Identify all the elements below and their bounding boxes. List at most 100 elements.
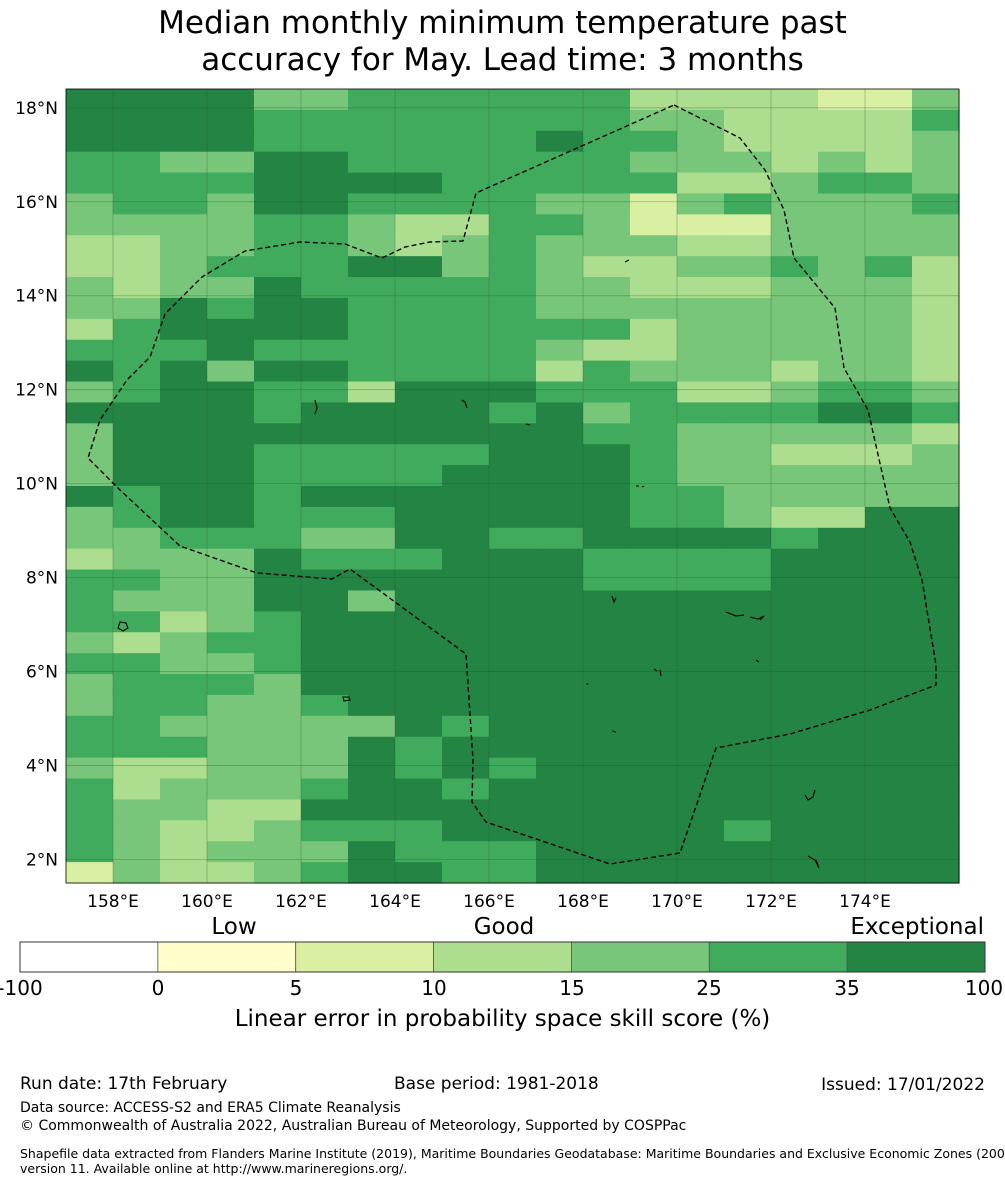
grid-cell [160,486,208,508]
grid-cell [113,736,161,759]
grid-cell [254,465,302,487]
grid-cell [489,569,537,592]
grid-cell [113,402,161,424]
grid-cell [818,694,866,717]
grid-cell [207,235,255,257]
grid-cell [395,402,443,424]
grid-cell [865,841,913,863]
grid-cell [771,235,819,257]
grid-cell [66,632,114,654]
grid-cell [912,486,960,508]
grid-cell [207,214,255,236]
grid-cell [301,277,349,299]
grid-cell [66,506,114,529]
grid-cell [912,548,960,571]
grid-cell [536,632,584,654]
grid-cell [865,297,913,320]
grid-cell [207,465,255,487]
grid-cell [489,820,537,842]
grid-cell [301,444,349,466]
grid-cell [301,548,349,571]
grid-cell [724,277,772,299]
grid-cell [536,297,584,320]
grid-cell [66,297,114,320]
grid-cell [489,193,537,215]
grid-cell [818,381,866,404]
grid-cell [536,674,584,696]
grid-cell [160,235,208,257]
grid-cell [489,318,537,341]
grid-cell [630,506,678,529]
grid-cell [301,109,349,132]
grid-cell [489,277,537,299]
grid-cell [207,862,255,884]
grid-cell [489,611,537,633]
grid-cell [677,214,725,236]
grid-cell [912,757,960,780]
grid-cell [301,611,349,633]
grid-cell [771,799,819,821]
colorbar-tick: 0 [151,976,165,1000]
grid-cell [301,465,349,487]
grid-cell [630,674,678,696]
grid-cell [254,256,302,278]
grid-cell [677,653,725,675]
grid-cell [724,381,772,404]
grid-cell [301,151,349,174]
category-low: Low [211,914,257,940]
grid-cell [348,715,396,738]
grid-cell [677,611,725,633]
grid-cell [442,193,490,215]
grid-cell [724,590,772,612]
grid-cell [489,109,537,132]
grid-cell [442,506,490,529]
islands [117,259,820,869]
grid-cell [583,569,631,592]
grid-cell [912,151,960,174]
grid-cell [395,172,443,195]
grid-cell [818,109,866,132]
grid-cell [301,694,349,717]
grid-cell [254,569,302,592]
grid-cell [724,486,772,508]
grid-cell [536,465,584,487]
grid-cell [348,277,396,299]
grid-cell [912,506,960,529]
colorbar-swatch [571,941,710,973]
grid-cell [395,506,443,529]
grid-cell [160,862,208,884]
grid-cell [66,841,114,863]
longitude-label: 168°E [557,892,609,912]
grid-cell [395,527,443,550]
grid-cell [677,172,725,195]
grid-cell [865,423,913,445]
grid-cell [489,235,537,257]
grid-cell [912,465,960,487]
grid-cell [207,778,255,801]
grid-cell [536,527,584,550]
grid-cell [113,694,161,717]
grid-cell [630,778,678,801]
grid-cell [113,130,161,153]
grid-cell [536,778,584,801]
map-title-line-1: Median monthly minimum temperature past [158,5,847,41]
grid-cell [724,402,772,424]
grid-cell [160,799,208,821]
grid-cell [677,799,725,821]
grid-cell [66,757,114,780]
grid-cell [912,402,960,424]
grid-cell [912,339,960,362]
grid-cell [724,444,772,466]
grid-cell [348,193,396,215]
grid-cell [489,339,537,362]
grid-cell [677,277,725,299]
grid-cell [301,841,349,863]
grid-cell [536,653,584,675]
grid-cell [207,694,255,717]
grid-cell [771,820,819,842]
grid-cell [912,841,960,863]
grid-cell [207,381,255,404]
grid-cell [583,862,631,884]
grid-cell [254,611,302,633]
grid-cell [254,172,302,195]
